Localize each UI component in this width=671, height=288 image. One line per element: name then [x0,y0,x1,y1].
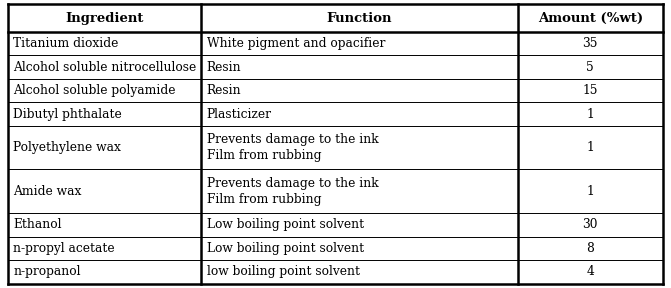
Text: 1: 1 [586,141,594,154]
Text: 8: 8 [586,242,595,255]
Text: Plasticizer: Plasticizer [207,108,272,121]
Text: n-propyl acetate: n-propyl acetate [13,242,115,255]
Text: n-propanol: n-propanol [13,266,81,278]
Text: low boiling point solvent: low boiling point solvent [207,266,360,278]
Text: Polyethylene wax: Polyethylene wax [13,141,121,154]
Text: Low boiling point solvent: Low boiling point solvent [207,218,364,231]
Text: 15: 15 [582,84,598,97]
Text: Ethanol: Ethanol [13,218,62,231]
Text: 30: 30 [582,218,598,231]
Text: Resin: Resin [207,84,242,97]
Text: 5: 5 [586,60,594,73]
Text: 35: 35 [582,37,598,50]
Text: 1: 1 [586,185,594,198]
Text: Amount (%wt): Amount (%wt) [537,12,643,24]
Text: 1: 1 [586,108,594,121]
Text: Prevents damage to the ink
Film from rubbing: Prevents damage to the ink Film from rub… [207,133,378,162]
Text: White pigment and opacifier: White pigment and opacifier [207,37,385,50]
Text: Titanium dioxide: Titanium dioxide [13,37,119,50]
Text: Alcohol soluble polyamide: Alcohol soluble polyamide [13,84,176,97]
Text: Prevents damage to the ink
Film from rubbing: Prevents damage to the ink Film from rub… [207,177,378,206]
Text: Resin: Resin [207,60,242,73]
Text: Low boiling point solvent: Low boiling point solvent [207,242,364,255]
Text: Dibutyl phthalate: Dibutyl phthalate [13,108,122,121]
Text: Function: Function [327,12,392,24]
Text: Amide wax: Amide wax [13,185,82,198]
Text: Ingredient: Ingredient [66,12,144,24]
Text: 4: 4 [586,266,595,278]
Text: Alcohol soluble nitrocellulose: Alcohol soluble nitrocellulose [13,60,197,73]
